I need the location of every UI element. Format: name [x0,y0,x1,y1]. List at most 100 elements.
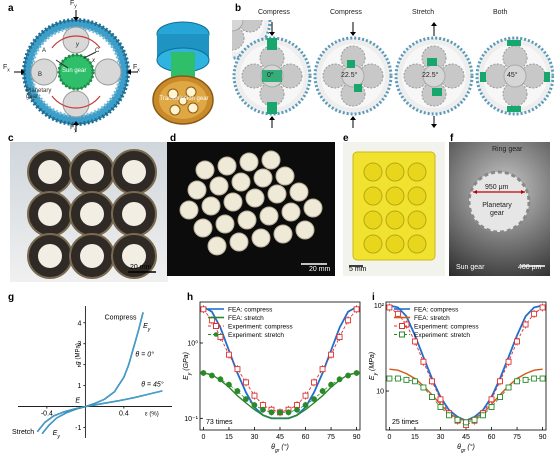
exp-stretch-point [505,384,512,391]
legend-marker [399,323,405,329]
legend-entry: FEA: stretch [414,315,450,322]
x-tick-label: 45 [276,434,284,441]
g-y-tick-label: 3 [77,341,81,348]
g-curve-hi-0 [41,312,144,434]
y-tick-label: 10⁰ [187,339,198,347]
exp-stretch-point [522,376,529,383]
exp-compress-point [531,310,538,317]
exp-stretch-point [488,404,495,410]
scale-d: 20 mm [309,266,331,273]
g-annot-ey-bot: Ey [53,430,61,440]
legend-entry: FEA: compress [414,307,459,314]
exp-compress-point [225,351,232,358]
exp-stretch-point [336,376,343,383]
x-tick-label: 60 [488,434,496,441]
g-x-label: ε (%) [145,412,159,418]
exp-stretch-point [345,372,351,379]
b-title-2: Compress [330,9,362,16]
exp-stretch-point [243,396,249,402]
exp-compress-point [251,392,258,399]
g-annot-theta45: θ = 45° [141,381,164,389]
x-tick-label: 15 [225,434,233,441]
x-tick-label: 75 [513,434,521,441]
exp-stretch-point [302,402,309,408]
x-label: θgr (°) [271,443,289,454]
exp-stretch-point [268,409,275,416]
point-label-b: B [38,72,43,78]
photo-sem-micrograph [449,142,550,276]
y-tick-label: 10² [374,303,385,310]
y-label: Ey (MPa) [369,352,379,380]
force-label-left: Fx [3,64,10,74]
note: 25 times [392,419,419,426]
axis-label-y: y [76,42,79,48]
exp-stretch-point [217,376,224,383]
g-annot-origin: E [75,397,80,404]
transmission-gear-label: Transmission gear [159,96,209,102]
b-angle-1: 0° [267,72,274,79]
sem-label-dimension: 950 μm [485,184,509,191]
y-tick-label: 10⁻¹ [184,416,198,423]
sem-label-planetary: Planetary gear [482,202,512,217]
legend-entry: Experiment: compress [228,324,293,331]
exp-stretch-point [454,416,461,423]
point-label-a: A [42,48,47,54]
b-title-4: Both [493,9,508,16]
exp-stretch-point [328,381,334,388]
exp-stretch-point [311,396,317,402]
exp-compress-point [411,338,418,345]
exp-stretch-point [251,402,258,408]
gear-state-row [232,20,554,128]
g-y-tick-label: 4 [77,320,81,327]
b-angle-4: 45° [507,72,518,79]
g-y-tick-label: 2 [77,362,81,369]
exp-stretch-point [531,375,538,382]
exp-stretch-point [353,370,360,376]
exp-stretch-point [200,370,207,376]
g-y-tick-label: 1 [77,383,81,390]
g-curve-1 [36,390,163,433]
b-angle-2: 22.5° [341,72,358,79]
g-x-tick-label: 0.4 [119,411,129,418]
legend-marker [213,332,219,337]
legend-entry: Experiment: stretch [414,332,470,339]
g-annot-theta0: θ = 0° [135,350,154,358]
exp-compress-point [514,338,521,345]
g-annot-compress: Compress [105,315,137,322]
x-tick-label: 30 [251,434,259,441]
g-annot-ey-top: Ey [143,323,151,333]
exp-stretch-point [437,404,444,410]
exp-compress-point [328,351,335,358]
gear-schematic [14,10,138,132]
exp-stretch-point [514,378,521,385]
panel-label-a: a [8,3,14,14]
scale-e: 5 mm [349,266,367,273]
exp-compress-point [208,317,215,324]
exp-compress-point [437,396,444,403]
g-curve-hi-1 [37,390,163,432]
chart-h: 0 15 30 45 60 75 90 θgr (°) Ey (GPa) 10⁻¹ 10⁰ FEA: … [183,301,361,454]
legend-entry: FEA: stretch [228,315,264,322]
force-label-top: Fy [70,0,77,10]
exp-stretch-point [463,419,469,426]
scale-c: 20 mm [130,264,152,271]
g-y-label: σ (MPa) [75,343,81,365]
exp-stretch-point [497,394,503,401]
exp-compress-point [319,366,326,373]
photo-yellow-print [343,142,445,276]
planetary-gear-label: Planetary gear [26,88,52,100]
exp-compress-point [488,396,495,403]
exp-compress-point [394,310,401,317]
y-label: Ey (GPa) [183,352,193,380]
panel-label-b: b [235,3,242,14]
chart-i: 0 15 30 45 60 75 90 θgr (°) Ey (MPa) 10 10² FEA: co… [369,301,547,454]
exp-stretch-point [471,416,478,423]
x-tick-label: 90 [353,434,361,441]
exp-compress-point [539,304,546,311]
x-tick-label: 30 [437,434,445,441]
scale-f: 400 μm [518,264,542,271]
exp-stretch-point [411,378,418,385]
exp-stretch-point [277,409,283,416]
x-tick-label: 15 [411,434,419,441]
exp-compress-point [234,366,241,373]
